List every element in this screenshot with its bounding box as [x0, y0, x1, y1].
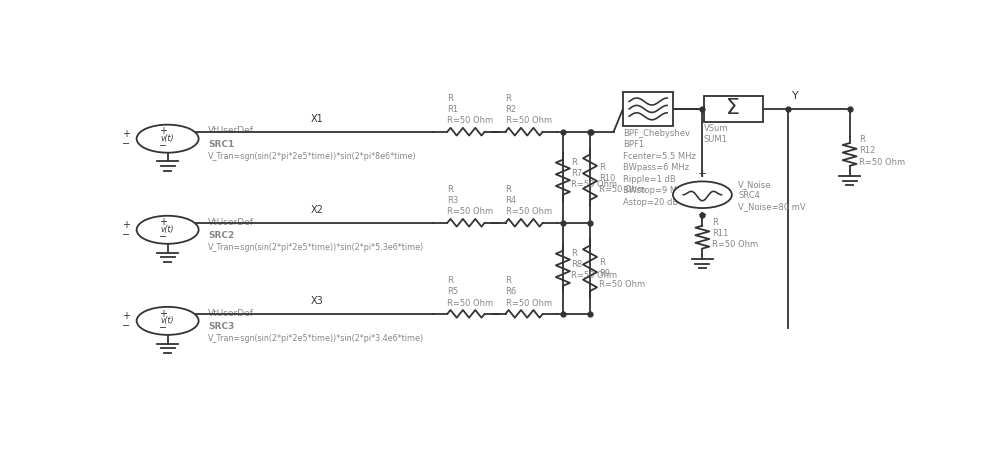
Text: Y: Y [792, 91, 798, 101]
Text: R
R8
R=50 Ohm: R R8 R=50 Ohm [571, 249, 617, 280]
Text: +: + [159, 217, 167, 228]
Circle shape [137, 216, 199, 244]
Text: +: + [159, 308, 167, 318]
Text: SRC3: SRC3 [208, 322, 234, 331]
Text: +: + [698, 169, 707, 179]
Text: X1: X1 [310, 114, 323, 124]
Bar [704, 96, 763, 122]
Text: R
R11
R=50 Ohm: R R11 R=50 Ohm [712, 218, 758, 249]
Text: −: − [159, 323, 167, 333]
Text: SRC2: SRC2 [208, 231, 234, 240]
Text: V_Tran=sgn(sin(2*pi*2e5*time))*sin(2*pi*8e6*time): V_Tran=sgn(sin(2*pi*2e5*time))*sin(2*pi*… [208, 152, 417, 161]
Text: X2: X2 [310, 205, 323, 215]
Text: X3: X3 [310, 296, 323, 306]
Text: R
R3
R=50 Ohm: R R3 R=50 Ohm [447, 185, 494, 217]
Text: +: + [122, 220, 130, 230]
Text: v(t): v(t) [161, 134, 174, 143]
Text: −: − [159, 232, 167, 242]
Text: +: + [122, 129, 130, 139]
Text: R
R10
R=50 Ohm: R R10 R=50 Ohm [599, 163, 645, 194]
Bar [623, 92, 673, 126]
Text: +: + [122, 311, 130, 321]
Text: VtUserDef: VtUserDef [208, 217, 254, 227]
Text: −: − [122, 230, 130, 240]
Text: R
R2
R=50 Ohm: R R2 R=50 Ohm [506, 94, 552, 126]
Text: R
R12
R=50 Ohm: R R12 R=50 Ohm [859, 135, 905, 167]
Text: R
R4
R=50 Ohm: R R4 R=50 Ohm [506, 185, 552, 217]
Text: V_Noise
SRC4
V_Noise=80 mV: V_Noise SRC4 V_Noise=80 mV [738, 180, 806, 212]
Text: −: − [698, 210, 707, 220]
Circle shape [137, 307, 199, 335]
Text: −: − [122, 139, 130, 149]
Text: SRC1: SRC1 [208, 140, 234, 149]
Text: −: − [122, 321, 130, 331]
Text: +: + [159, 126, 167, 136]
Text: BPF_Chebyshev
BPF1
Fcenter=5.5 MHz
BWpass=6 MHz
Ripple=1 dB
BWstop=9 MHz
Astop=2: BPF_Chebyshev BPF1 Fcenter=5.5 MHz BWpas… [623, 129, 696, 207]
Text: R
R9
R=50 Ohm: R R9 R=50 Ohm [599, 258, 645, 289]
Text: Σ: Σ [726, 98, 740, 118]
Text: R
R7
R=50 Ohm: R R7 R=50 Ohm [571, 158, 617, 189]
Text: VtUserDef: VtUserDef [208, 308, 254, 318]
Text: VtUserDef: VtUserDef [208, 126, 254, 136]
Text: R
R5
R=50 Ohm: R R5 R=50 Ohm [447, 276, 494, 308]
Text: R
R1
R=50 Ohm: R R1 R=50 Ohm [447, 94, 494, 126]
Circle shape [137, 125, 199, 153]
Text: R
R6
R=50 Ohm: R R6 R=50 Ohm [506, 276, 552, 308]
Circle shape [673, 182, 732, 208]
Text: V_Tran=sgn(sin(2*pi*2e5*time))*sin(2*pi*3.4e6*time): V_Tran=sgn(sin(2*pi*2e5*time))*sin(2*pi*… [208, 334, 424, 343]
Text: VSum
SUM1: VSum SUM1 [704, 124, 728, 144]
Text: v(t): v(t) [161, 316, 174, 325]
Text: V_Tran=sgn(sin(2*pi*2e5*time))*sin(2*pi*5.3e6*time): V_Tran=sgn(sin(2*pi*2e5*time))*sin(2*pi*… [208, 243, 424, 252]
Text: v(t): v(t) [161, 225, 174, 234]
Text: −: − [159, 141, 167, 151]
